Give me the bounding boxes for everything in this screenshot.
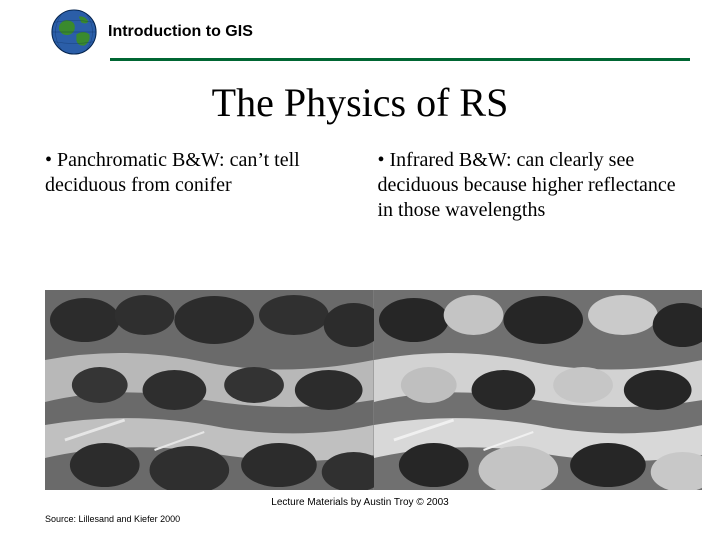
globe-icon bbox=[50, 8, 98, 56]
slide-title: The Physics of RS bbox=[0, 79, 720, 126]
bullet-right: Infrared B&W: can clearly see deciduous … bbox=[378, 148, 681, 223]
bullet-text: Panchromatic B&W: can’t tell deciduous f… bbox=[45, 149, 300, 196]
bullet-row: Panchromatic B&W: can’t tell deciduous f… bbox=[0, 126, 720, 223]
bullet-text: Infrared B&W: can clearly see deciduous … bbox=[378, 149, 676, 221]
header-label: Introduction to GIS bbox=[108, 23, 253, 41]
header-divider bbox=[110, 58, 690, 61]
infrared-image bbox=[374, 290, 703, 490]
panchromatic-image bbox=[45, 290, 374, 490]
footer-credit: Lecture Materials by Austin Troy © 2003 bbox=[0, 497, 720, 508]
source-citation: Source: Lillesand and Kiefer 2000 bbox=[45, 514, 180, 524]
image-strip bbox=[45, 290, 702, 490]
slide-header: Introduction to GIS bbox=[0, 0, 720, 56]
bullet-left: Panchromatic B&W: can’t tell deciduous f… bbox=[45, 148, 348, 223]
